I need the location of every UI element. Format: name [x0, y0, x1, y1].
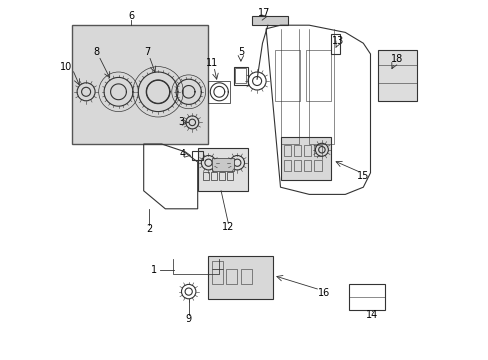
- Text: 7: 7: [144, 47, 150, 57]
- Bar: [212, 158, 233, 171]
- FancyBboxPatch shape: [72, 25, 208, 144]
- Text: 18: 18: [390, 54, 403, 64]
- Bar: [294, 160, 301, 171]
- Text: 15: 15: [356, 171, 369, 181]
- Text: 5: 5: [237, 47, 244, 57]
- Bar: [305, 50, 330, 101]
- Bar: [192, 151, 203, 160]
- Text: 3: 3: [178, 117, 184, 127]
- Bar: [284, 160, 291, 171]
- Text: 10: 10: [60, 62, 72, 72]
- Bar: [348, 284, 384, 310]
- Text: 2: 2: [146, 224, 152, 234]
- Bar: [226, 172, 232, 180]
- Bar: [208, 81, 230, 103]
- Bar: [208, 256, 273, 299]
- Bar: [314, 145, 321, 156]
- Bar: [280, 137, 330, 180]
- Bar: [304, 160, 311, 171]
- Bar: [294, 145, 301, 156]
- Bar: [304, 145, 311, 156]
- Bar: [251, 16, 287, 25]
- Text: 14: 14: [366, 310, 378, 320]
- Bar: [212, 261, 223, 269]
- Bar: [314, 160, 321, 171]
- Bar: [377, 50, 416, 101]
- Bar: [197, 148, 247, 191]
- Bar: [275, 50, 300, 101]
- Bar: [235, 68, 246, 83]
- Bar: [284, 145, 291, 156]
- Bar: [226, 269, 237, 284]
- Text: 17: 17: [258, 8, 270, 18]
- Bar: [219, 172, 224, 180]
- Text: 12: 12: [222, 222, 234, 232]
- Text: 6: 6: [128, 11, 134, 21]
- Text: 13: 13: [331, 36, 344, 46]
- Bar: [241, 269, 251, 284]
- Bar: [330, 34, 339, 54]
- Text: 9: 9: [185, 314, 191, 324]
- Bar: [211, 172, 216, 180]
- Text: 8: 8: [94, 47, 100, 57]
- Bar: [212, 269, 223, 284]
- Text: 4: 4: [179, 149, 185, 159]
- Text: 11: 11: [205, 58, 218, 68]
- Text: 1: 1: [151, 265, 157, 275]
- Bar: [203, 172, 208, 180]
- Text: 16: 16: [317, 288, 329, 298]
- Bar: [233, 67, 247, 85]
